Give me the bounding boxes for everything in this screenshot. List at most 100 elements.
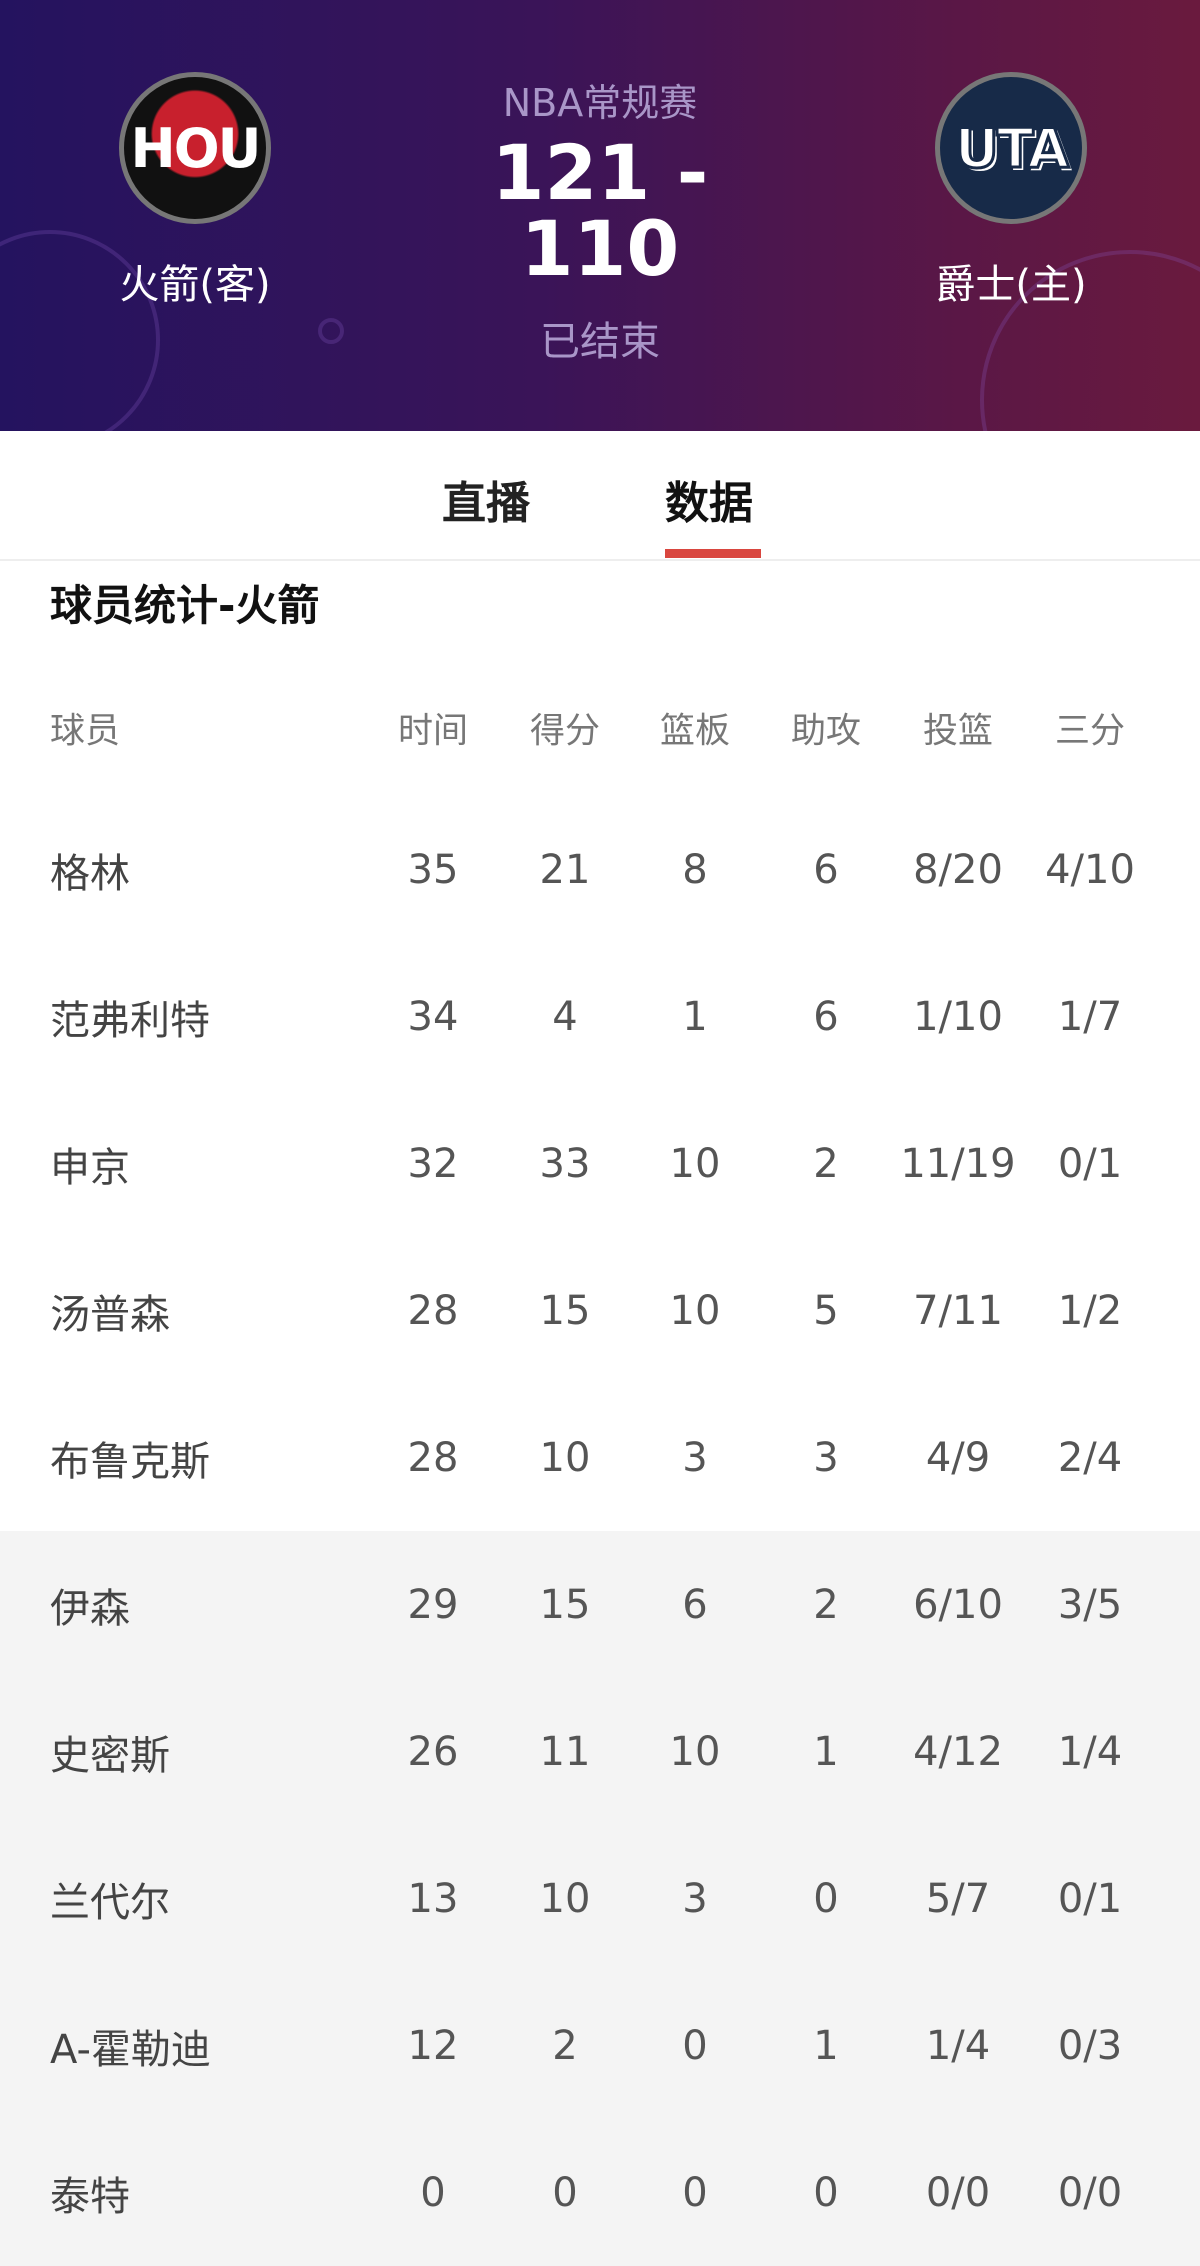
stat-points: 10	[539, 1875, 591, 1922]
player-name: 申京	[50, 1144, 130, 1191]
home-team-name: 爵士(主)	[935, 262, 1087, 308]
stat-field-goals: 11/19	[900, 1140, 1016, 1187]
player-name: 泰特	[50, 2173, 130, 2220]
stat-rebounds: 10	[669, 1140, 721, 1187]
home-team-logo: UTA	[935, 72, 1087, 224]
table-header: 球员时间得分篮板助攻投篮三分罚	[0, 660, 1200, 796]
stat-field-goals: 4/12	[913, 1728, 1003, 1775]
stat-field-goals: 5/7	[925, 1875, 991, 1922]
score: 121 - 110	[491, 128, 709, 293]
home-team[interactable]: UTA 爵士(主)	[911, 72, 1111, 310]
stat-minutes: 13	[407, 1875, 459, 1922]
stat-three-pointers: 3/5	[1057, 1581, 1123, 1628]
stat-minutes: 12	[407, 2022, 459, 2069]
player-name: 范弗利特	[50, 997, 210, 1044]
match-header: HOU 火箭(客) NBA常规赛 121 - 110 已结束 UTA 爵士(主)	[0, 0, 1200, 431]
player-name: 伊森	[50, 1585, 130, 1632]
stat-rebounds: 6	[682, 1581, 708, 1628]
stat-field-goals: 1/4	[925, 2022, 991, 2069]
stat-field-goals: 7/11	[913, 1287, 1003, 1334]
stat-minutes: 28	[407, 1434, 459, 1481]
stat-points: 15	[539, 1581, 591, 1628]
stat-minutes: 29	[407, 1581, 459, 1628]
stat-free-throws: 11	[1197, 1141, 1200, 1187]
column-header-assists[interactable]: 助攻	[790, 711, 862, 752]
stat-field-goals: 6/10	[913, 1581, 1003, 1628]
stat-rebounds: 0	[682, 2022, 708, 2069]
stat-assists: 0	[813, 2169, 839, 2216]
section-title: 球员统计-火箭	[50, 581, 320, 630]
player-name: 史密斯	[50, 1732, 170, 1779]
stat-assists: 0	[813, 1875, 839, 1922]
stat-field-goals: 1/10	[913, 993, 1003, 1040]
stat-three-pointers: 0/0	[1057, 2169, 1123, 2216]
column-header-minutes[interactable]: 时间	[397, 711, 469, 752]
stat-points: 15	[539, 1287, 591, 1334]
game-status: 已结束	[540, 319, 660, 365]
stat-field-goals: 8/20	[913, 846, 1003, 893]
stat-three-pointers: 0/1	[1057, 1875, 1123, 1922]
stat-points: 11	[539, 1728, 591, 1775]
stat-assists: 6	[813, 993, 839, 1040]
stat-three-pointers: 2/4	[1057, 1434, 1123, 1481]
away-team-name: 火箭(客)	[119, 262, 271, 308]
stat-three-pointers: 1/4	[1057, 1728, 1123, 1775]
stat-minutes: 35	[407, 846, 459, 893]
stat-points: 2	[552, 2022, 578, 2069]
stat-rebounds: 3	[682, 1434, 708, 1481]
stat-minutes: 34	[407, 993, 459, 1040]
player-name: 兰代尔	[50, 1879, 170, 1926]
stat-assists: 3	[813, 1434, 839, 1481]
player-name: 汤普森	[50, 1291, 170, 1338]
stat-rebounds: 3	[682, 1875, 708, 1922]
stat-assists: 2	[813, 1581, 839, 1628]
column-header-three-pointers[interactable]: 三分	[1054, 711, 1126, 752]
column-header-rebounds[interactable]: 篮板	[659, 711, 731, 752]
stat-three-pointers: 1/7	[1057, 993, 1123, 1040]
stat-assists: 1	[813, 2022, 839, 2069]
stat-rebounds: 0	[682, 2169, 708, 2216]
stat-rebounds: 10	[669, 1728, 721, 1775]
stat-minutes: 26	[407, 1728, 459, 1775]
stat-three-pointers: 1/2	[1057, 1287, 1123, 1334]
stat-rebounds: 8	[682, 846, 708, 893]
stat-minutes: 0	[420, 2169, 446, 2216]
column-header-field-goals[interactable]: 投篮	[922, 711, 994, 752]
stat-points: 33	[539, 1140, 591, 1187]
stat-field-goals: 4/9	[925, 1434, 991, 1481]
player-name: A-霍勒迪	[50, 2026, 211, 2073]
decor-dot	[318, 318, 344, 344]
league-label: NBA常规赛	[502, 81, 698, 125]
stat-field-goals: 0/0	[925, 2169, 991, 2216]
stat-three-pointers: 0/1	[1057, 1140, 1123, 1187]
stat-assists: 6	[813, 846, 839, 893]
stat-rebounds: 1	[682, 993, 708, 1040]
stat-rebounds: 10	[669, 1287, 721, 1334]
table-row[interactable]: 申京 32 33 10 2 11/19 0/1 11	[0, 1090, 1200, 1237]
stat-assists: 5	[813, 1287, 839, 1334]
player-name: 布鲁克斯	[50, 1438, 210, 1485]
column-header-points[interactable]: 得分	[529, 711, 601, 752]
player-stats-table: 球员时间得分篮板助攻投篮三分罚 格林3521868/204/101范弗利特344…	[0, 660, 1200, 2266]
stat-points: 21	[539, 846, 591, 893]
tab-live[interactable]: 直播	[442, 478, 530, 529]
stat-points: 10	[539, 1434, 591, 1481]
tab-stats[interactable]: 数据	[665, 478, 753, 529]
away-team[interactable]: HOU 火箭(客)	[95, 72, 295, 310]
stat-minutes: 32	[407, 1140, 459, 1187]
stat-minutes: 28	[407, 1287, 459, 1334]
stat-points: 0	[552, 2169, 578, 2216]
stat-assists: 1	[813, 1728, 839, 1775]
column-header-player[interactable]: 球员	[50, 711, 121, 752]
tab-bar: 直播 数据	[0, 431, 1200, 561]
stat-points: 4	[552, 993, 578, 1040]
